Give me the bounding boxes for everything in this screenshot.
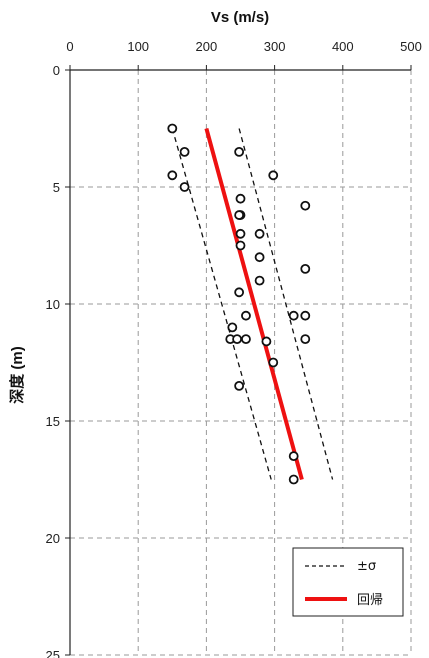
- data-point: [288, 474, 299, 485]
- y-axis-title: 深度 (m): [8, 346, 26, 404]
- data-point: [235, 228, 246, 239]
- data-point: [235, 193, 246, 204]
- data-point: [241, 310, 251, 321]
- data-point: [288, 451, 299, 462]
- data-point: [300, 334, 311, 345]
- data-point: [268, 170, 279, 181]
- data-point: [179, 146, 190, 157]
- data-point: [235, 240, 246, 251]
- data-point: [167, 123, 178, 134]
- legend-box: [292, 547, 404, 617]
- legend: ±σ 回帰: [292, 547, 404, 617]
- x-tick-label: 0: [66, 39, 73, 54]
- y-tick-label: 5: [53, 180, 60, 195]
- x-tick-label: 200: [196, 39, 218, 54]
- y-tick-label: 15: [46, 414, 60, 429]
- legend-sigma-label: ±σ: [357, 559, 376, 574]
- data-point: [241, 334, 251, 345]
- sigma-line-1: [171, 128, 272, 480]
- x-axis-title: Vs (m/s): [211, 9, 269, 26]
- data-point: [227, 322, 238, 333]
- data-point: [288, 310, 299, 321]
- data-point: [254, 252, 265, 263]
- data-point: [300, 310, 311, 321]
- data-point: [268, 357, 279, 368]
- regression-line-group: [204, 127, 304, 481]
- data-point: [254, 275, 265, 286]
- y-tick-label: 10: [46, 297, 60, 312]
- data-point: [300, 200, 311, 211]
- legend-regression-label: 回帰: [357, 592, 383, 608]
- y-tick-label: 20: [46, 531, 60, 546]
- data-point: [167, 170, 178, 181]
- x-tick-label: 100: [127, 39, 149, 54]
- data-point: [232, 334, 242, 345]
- data-point: [179, 182, 190, 192]
- sigma-lines: [171, 128, 334, 480]
- data-point: [234, 210, 245, 220]
- data-point: [234, 287, 245, 298]
- y-tick-label: 25: [46, 648, 60, 658]
- axes: 0 100 200 300 400 500 0 5 10 15 20 25: [46, 39, 422, 658]
- data-point: [261, 336, 272, 347]
- data-point: [234, 380, 245, 391]
- x-tick-label: 500: [400, 39, 422, 54]
- regression-line: [204, 127, 304, 481]
- x-tick-label: 300: [264, 39, 286, 54]
- sigma-line-2: [238, 128, 334, 480]
- data-point: [254, 228, 265, 239]
- data-point: [300, 263, 311, 274]
- x-tick-label: 400: [332, 39, 354, 54]
- data-point: [234, 146, 245, 157]
- data-points: [167, 123, 311, 485]
- y-tick-label: 0: [53, 63, 60, 78]
